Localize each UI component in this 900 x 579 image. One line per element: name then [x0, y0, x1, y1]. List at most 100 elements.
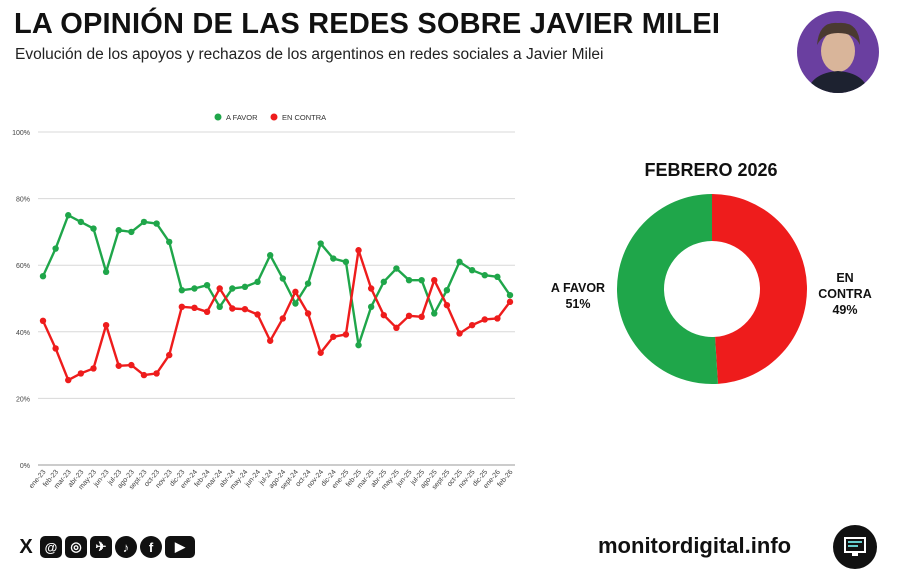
y-tick-label: 80%: [16, 197, 30, 204]
portrait-illustration: [807, 22, 869, 93]
data-point: [191, 304, 198, 312]
social-icons: X @ ◎ ✈ ♪ f ▶: [15, 536, 195, 558]
contra-label: EN CONTRA 49%: [810, 270, 880, 318]
favor-value: 51%: [565, 297, 591, 311]
data-point: [494, 273, 501, 281]
data-point: [203, 308, 211, 316]
series-line-a-favor: [41, 214, 511, 347]
data-point: [317, 349, 324, 356]
telegram-icon[interactable]: ✈: [90, 536, 112, 558]
favor-label-text: A FAVOR: [550, 281, 606, 295]
data-point: [443, 286, 451, 294]
data-point: [216, 285, 223, 292]
data-point: [52, 245, 59, 252]
data-point: [153, 370, 160, 377]
data-point: [115, 362, 122, 369]
data-point: [431, 276, 438, 284]
donut-slice-a-favor: [616, 194, 718, 384]
data-point: [254, 278, 261, 286]
data-point: [456, 330, 463, 337]
legend-marker: [214, 113, 222, 121]
data-point: [166, 351, 173, 359]
data-point: [418, 276, 425, 284]
legend-marker: [270, 113, 278, 121]
data-point: [456, 258, 463, 266]
data-point: [153, 220, 160, 227]
data-point: [65, 376, 72, 384]
instagram-icon[interactable]: ◎: [65, 536, 87, 558]
donut-title: FEBRERO 2026: [644, 160, 778, 180]
data-point: [128, 361, 135, 369]
contra-value: 49%: [832, 303, 858, 317]
data-point: [494, 315, 501, 322]
y-tick-label: 40%: [16, 330, 30, 337]
facebook-icon[interactable]: f: [140, 536, 162, 558]
data-point: [405, 276, 413, 284]
data-point: [266, 252, 274, 259]
data-point: [418, 313, 425, 321]
monitor-logo-icon: [833, 525, 877, 569]
data-point: [77, 370, 85, 377]
data-point: [65, 212, 72, 219]
data-point: [279, 315, 287, 322]
data-point: [431, 310, 438, 317]
y-tick-label: 60%: [16, 263, 30, 270]
data-point: [380, 311, 387, 319]
monitor-glyph: [844, 537, 866, 556]
data-point: [506, 291, 514, 299]
page-title: LA OPINIÓN DE LAS REDES SOBRE JAVIER MIL…: [14, 8, 721, 40]
legend-label: EN CONTRA: [282, 113, 326, 122]
data-point: [77, 218, 85, 226]
youtube-icon[interactable]: ▶: [165, 536, 195, 558]
data-point: [241, 305, 249, 313]
data-point: [140, 371, 148, 379]
data-point: [191, 285, 198, 292]
data-point: [367, 303, 375, 311]
series-line-en-contra: [41, 249, 511, 382]
page-subtitle: Evolución de los apoyos y rechazos de lo…: [15, 46, 604, 63]
data-point: [342, 258, 350, 266]
data-point: [279, 275, 287, 282]
data-point: [178, 303, 186, 311]
data-point: [330, 255, 337, 262]
y-tick-label: 100%: [12, 130, 30, 137]
site-url[interactable]: monitordigital.info: [598, 533, 792, 558]
data-point: [304, 310, 312, 317]
data-point: [506, 298, 514, 306]
threads-icon[interactable]: @: [40, 536, 62, 558]
data-point: [39, 272, 47, 280]
legend-label: A FAVOR: [226, 113, 258, 122]
data-point: [292, 300, 299, 307]
data-point: [166, 238, 173, 246]
data-point: [254, 311, 261, 318]
data-point: [39, 317, 47, 325]
data-point: [115, 227, 122, 234]
data-point: [140, 218, 148, 226]
data-point: [102, 321, 110, 329]
data-point: [292, 288, 299, 296]
data-point: [405, 312, 413, 320]
tiktok-icon[interactable]: ♪: [115, 536, 137, 558]
data-point: [266, 337, 274, 344]
favor-label: A FAVOR 51%: [548, 280, 608, 312]
data-point: [102, 268, 110, 276]
data-point: [52, 345, 59, 352]
data-point: [216, 303, 223, 311]
x-icon[interactable]: X: [15, 536, 37, 558]
data-point: [90, 365, 97, 372]
data-point: [393, 324, 400, 332]
data-point: [330, 333, 337, 340]
data-point: [481, 316, 488, 323]
milei-photo: [797, 11, 879, 93]
data-point: [342, 331, 350, 338]
contra-label-text: EN CONTRA: [818, 271, 872, 301]
data-point: [355, 247, 362, 254]
data-point: [241, 283, 249, 291]
data-point: [229, 305, 236, 312]
data-point: [355, 341, 362, 349]
data-point: [468, 321, 476, 329]
y-tick-label: 0%: [20, 463, 30, 470]
donut-slice-en-contra: [712, 194, 807, 384]
y-tick-label: 20%: [16, 396, 30, 403]
